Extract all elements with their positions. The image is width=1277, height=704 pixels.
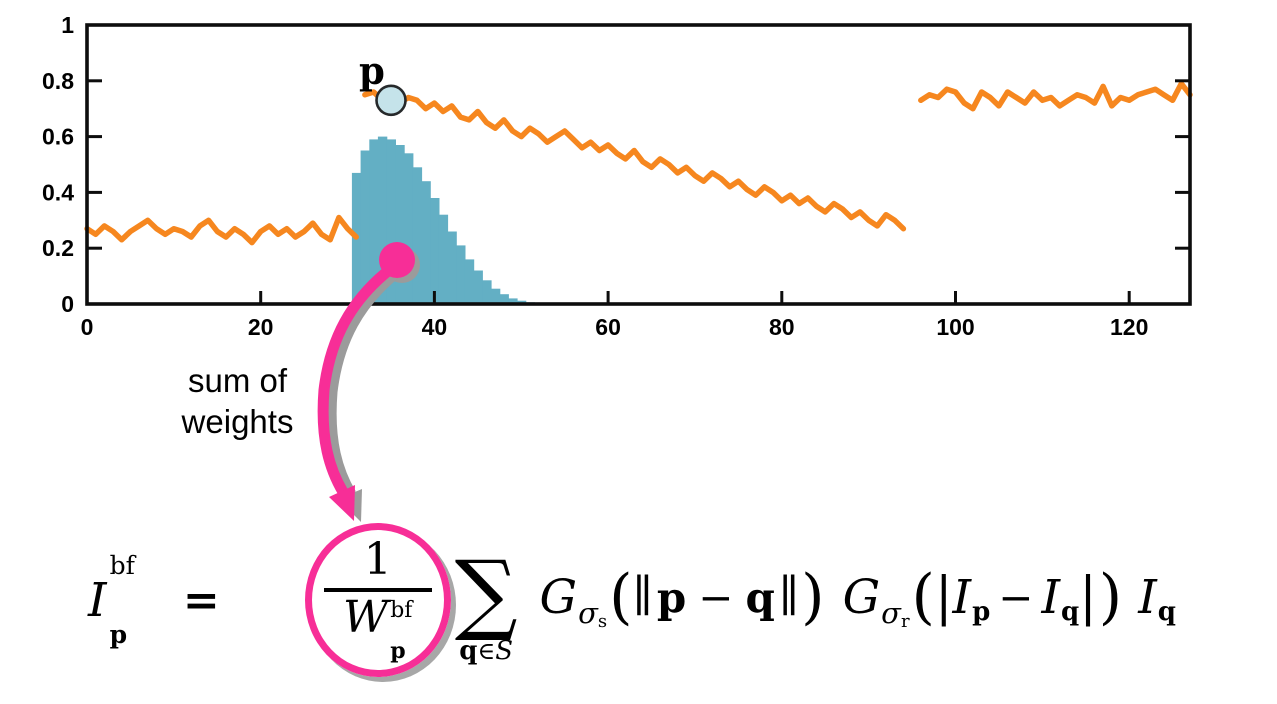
- g2-abs-right: |: [1079, 567, 1097, 627]
- denominator-scripts: bf p: [390, 598, 413, 664]
- weights-histogram: [351, 136, 535, 304]
- lhs-subscript: p: [109, 620, 128, 649]
- tail-base: I: [1138, 569, 1157, 625]
- index-set-s: S: [495, 636, 514, 666]
- g1-base: G: [539, 569, 578, 625]
- svg-text:0: 0: [61, 291, 74, 317]
- fraction-denominator: W bf p: [342, 592, 413, 664]
- lhs-scripts: bf p: [110, 553, 135, 647]
- g2-open-paren: (: [911, 562, 935, 632]
- svg-text:60: 60: [595, 314, 621, 340]
- g2-close-paren: ): [1098, 562, 1123, 632]
- lhs-superscript: bf: [109, 551, 135, 580]
- pixel-p-label: p: [359, 48, 385, 92]
- summation: ∑ q∈S: [454, 541, 518, 667]
- sum-of-weights-label: sum of weights: [150, 360, 325, 442]
- index-q: q: [459, 636, 478, 666]
- g2-minus: −: [998, 572, 1034, 622]
- g2-intensity-q-base: I: [1041, 569, 1061, 625]
- sum-of-weights-line1: sum of: [187, 362, 288, 399]
- svg-text:100: 100: [936, 314, 974, 340]
- g2-sigma-sub-r: r: [900, 610, 910, 632]
- g2-base: G: [842, 569, 881, 625]
- svg-text:0: 0: [81, 314, 94, 340]
- g2-intensity-p-sub: p: [972, 597, 991, 627]
- y-axis-tick-labels: 0 0.2 0.4 0.6 0.8 1: [42, 12, 74, 317]
- g1-close-paren: ): [801, 562, 825, 632]
- svg-text:120: 120: [1110, 314, 1148, 340]
- g1-vector-q: q: [745, 572, 775, 622]
- equals-sign: =: [182, 574, 220, 626]
- denominator-base: W: [342, 592, 389, 643]
- input-signal-line: [84, 80, 1193, 246]
- svg-text:0.4: 0.4: [42, 179, 74, 205]
- circled-normalization-term: 1 W bf p: [304, 523, 451, 677]
- svg-text:80: 80: [769, 314, 795, 340]
- normalization-fraction: 1 W bf p: [323, 534, 432, 664]
- g1-sigma-sub-s: s: [597, 610, 608, 632]
- svg-text:0.6: 0.6: [42, 124, 74, 150]
- denominator-subscript: p: [390, 638, 406, 664]
- pixel-p-marker: [375, 84, 407, 117]
- g2-sigma: σ: [881, 596, 901, 630]
- g1-open-paren: (: [609, 562, 633, 632]
- sigma-symbol: ∑: [454, 541, 518, 644]
- svg-text:0.2: 0.2: [42, 235, 74, 261]
- signal-and-weights-chart: 0 20 40 60 80 100 120 0 0.2 0.4 0.6 0.8 1 p: [42, 12, 1193, 340]
- sum-of-weights-line2: weights: [181, 403, 294, 440]
- svg-text:0.8: 0.8: [42, 68, 74, 94]
- g1-vector-p: p: [656, 572, 687, 622]
- tail-subscript: q: [1157, 597, 1176, 627]
- summation-index: q∈S: [459, 635, 513, 667]
- formula-lhs: I bf p: [88, 553, 135, 647]
- element-of-symbol: ∈: [477, 637, 496, 665]
- fraction-bar: [323, 588, 432, 592]
- svg-text:1: 1: [61, 12, 74, 38]
- svg-text:20: 20: [248, 314, 274, 340]
- x-axis-tick-labels: 0 20 40 60 80 100 120: [81, 314, 1149, 340]
- g1-norm-right: ∥: [778, 571, 800, 622]
- fraction-numerator: 1: [363, 534, 392, 585]
- axes-box: [85, 23, 1192, 306]
- lhs-base: I: [88, 572, 107, 628]
- g2-abs-left: |: [934, 567, 953, 627]
- g1-sigma: σ: [578, 596, 598, 630]
- g1-minus: −: [698, 572, 734, 622]
- g2-intensity-p-base: I: [952, 569, 972, 625]
- svg-text:40: 40: [422, 314, 448, 340]
- g1-norm-left: ∥: [632, 571, 653, 622]
- denominator-superscript: bf: [390, 598, 413, 623]
- g2-intensity-q-sub: q: [1061, 597, 1080, 627]
